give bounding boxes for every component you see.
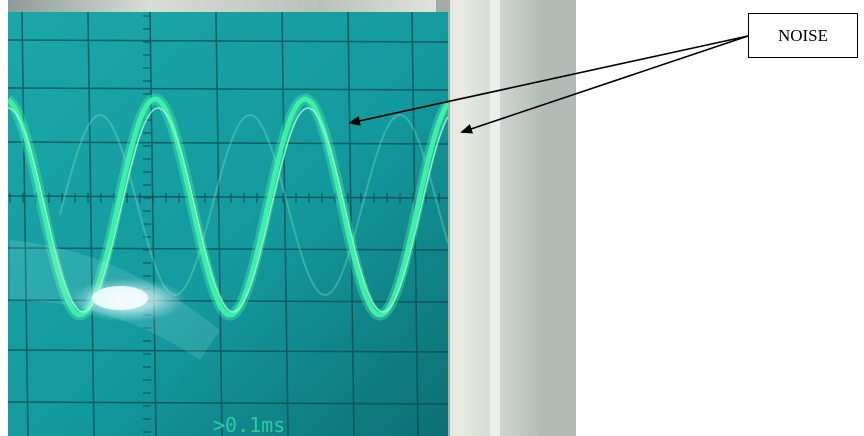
- noise-label: NOISE: [777, 25, 829, 45]
- faint-ghost-trace: [59, 113, 448, 296]
- noise-label-box: NOISE: [748, 13, 858, 58]
- bezel-edge: [540, 0, 576, 436]
- screen-reflection: [10, 240, 220, 360]
- graticule-axis-ticks: [9, 15, 440, 433]
- bezel-highlight: [490, 0, 500, 436]
- timebase-readout: >0.1ms: [213, 413, 285, 436]
- scope-screen: [8, 12, 448, 436]
- sine-trace: [8, 96, 448, 318]
- light-glare-core: [92, 286, 148, 310]
